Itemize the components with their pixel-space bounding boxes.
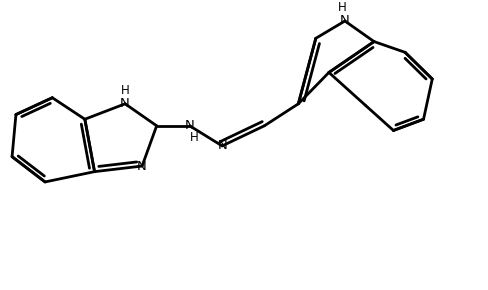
Text: N: N bbox=[340, 14, 350, 28]
Text: N: N bbox=[217, 139, 227, 153]
Text: H: H bbox=[190, 131, 199, 144]
Text: N: N bbox=[137, 160, 147, 173]
Text: H: H bbox=[338, 1, 347, 14]
Text: H: H bbox=[121, 84, 129, 97]
Text: N: N bbox=[120, 97, 130, 110]
Text: N: N bbox=[185, 119, 195, 132]
